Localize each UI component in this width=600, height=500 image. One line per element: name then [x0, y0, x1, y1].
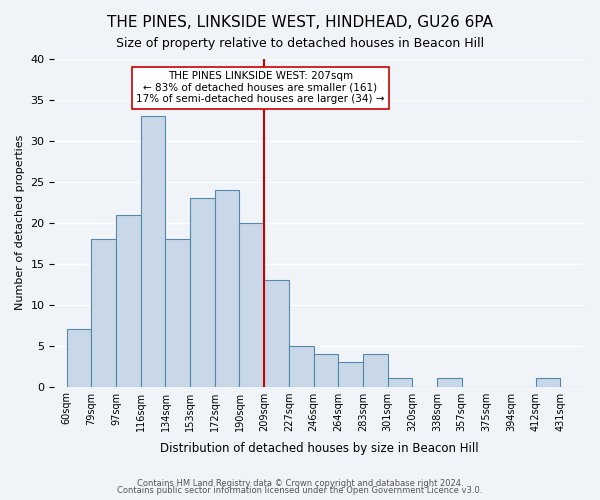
Text: Contains HM Land Registry data © Crown copyright and database right 2024.: Contains HM Land Registry data © Crown c… — [137, 478, 463, 488]
Text: THE PINES LINKSIDE WEST: 207sqm
← 83% of detached houses are smaller (161)
17% o: THE PINES LINKSIDE WEST: 207sqm ← 83% of… — [136, 72, 385, 104]
Y-axis label: Number of detached properties: Number of detached properties — [15, 135, 25, 310]
Bar — [388, 378, 412, 386]
Bar — [215, 190, 239, 386]
Bar — [239, 223, 264, 386]
Bar — [190, 198, 215, 386]
Text: Size of property relative to detached houses in Beacon Hill: Size of property relative to detached ho… — [116, 38, 484, 51]
Bar — [363, 354, 388, 386]
Text: THE PINES, LINKSIDE WEST, HINDHEAD, GU26 6PA: THE PINES, LINKSIDE WEST, HINDHEAD, GU26… — [107, 15, 493, 30]
Text: Contains public sector information licensed under the Open Government Licence v3: Contains public sector information licen… — [118, 486, 482, 495]
Bar — [437, 378, 461, 386]
X-axis label: Distribution of detached houses by size in Beacon Hill: Distribution of detached houses by size … — [160, 442, 479, 455]
Bar — [166, 239, 190, 386]
Bar — [338, 362, 363, 386]
Bar — [264, 280, 289, 386]
Bar — [536, 378, 560, 386]
Bar — [67, 329, 91, 386]
Bar — [91, 239, 116, 386]
Bar — [314, 354, 338, 386]
Bar — [141, 116, 166, 386]
Bar — [289, 346, 314, 387]
Bar — [116, 214, 141, 386]
